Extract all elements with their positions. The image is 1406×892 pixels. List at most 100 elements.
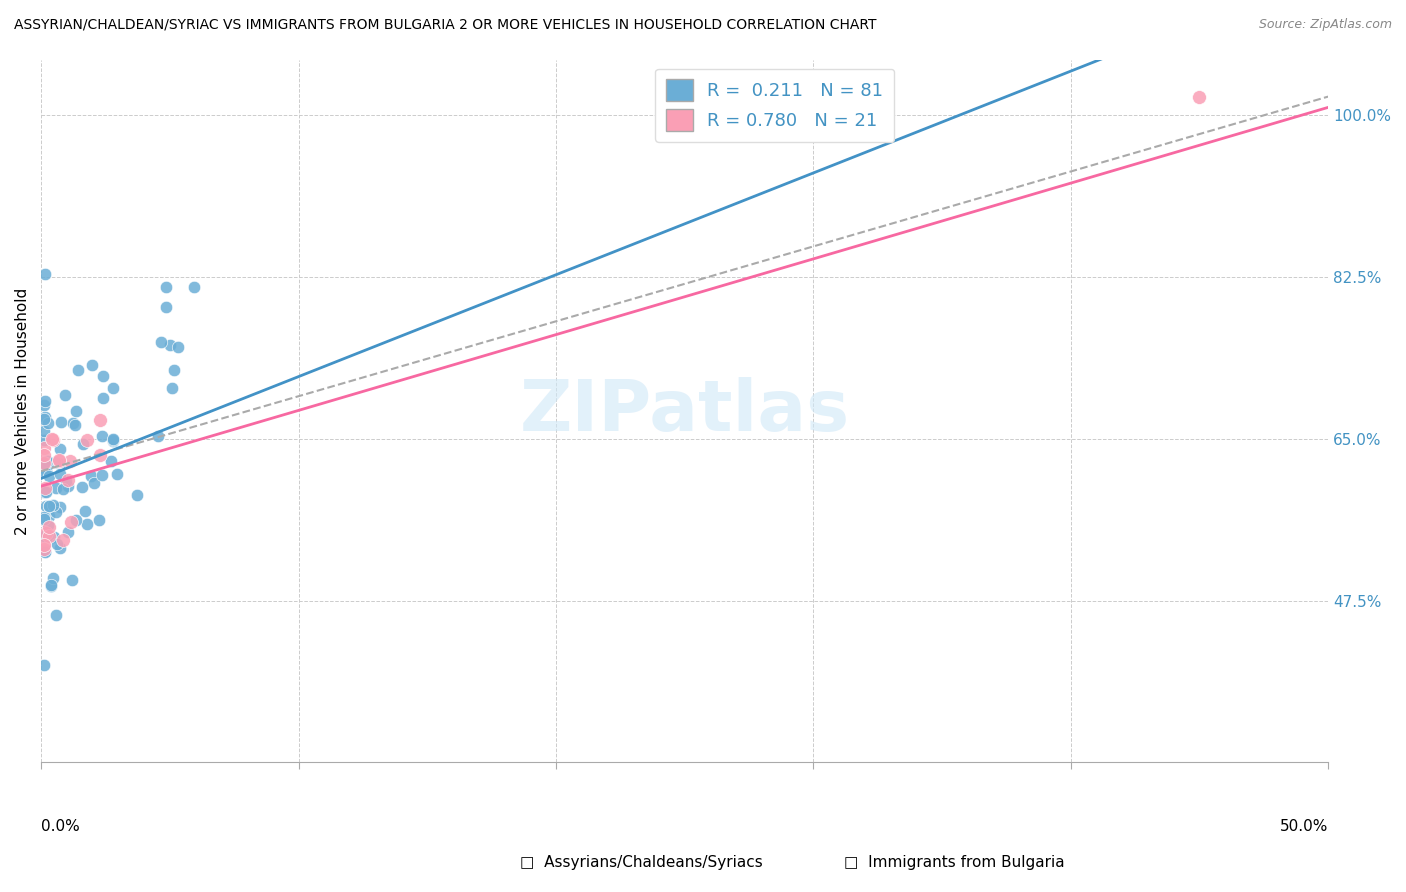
Point <box>65 513 87 527</box>
Y-axis label: 2 or more Vehicles in Household: 2 or more Vehicles in Household <box>15 287 30 534</box>
Point <box>32 529 55 543</box>
Point <box>32 398 55 412</box>
Point <box>101 434 124 448</box>
Point <box>35 463 58 477</box>
Point <box>44 455 66 469</box>
Point <box>38 468 60 483</box>
Point <box>42 498 65 512</box>
Point <box>42 433 65 447</box>
Point <box>91 429 114 443</box>
Point <box>34 545 56 559</box>
Point <box>76 433 98 447</box>
Point <box>53 387 76 401</box>
Point <box>58 454 80 468</box>
Point <box>89 413 111 427</box>
Point <box>162 363 184 377</box>
Point <box>155 280 177 294</box>
Point <box>60 515 83 529</box>
Point <box>83 475 105 490</box>
Point <box>146 429 169 443</box>
Point <box>38 508 60 523</box>
Point <box>91 368 114 383</box>
Point <box>37 416 59 430</box>
Point <box>45 481 67 495</box>
Point <box>49 457 72 471</box>
Point <box>32 441 55 455</box>
Point <box>35 499 58 513</box>
Point <box>56 524 79 539</box>
Point <box>159 337 181 351</box>
Point <box>34 544 56 558</box>
Point <box>52 533 75 548</box>
Point <box>45 505 67 519</box>
Point <box>46 537 69 551</box>
Point <box>63 418 86 433</box>
Point <box>34 394 56 409</box>
Point <box>41 433 63 447</box>
Point <box>32 424 55 438</box>
Point <box>32 448 55 462</box>
Point <box>48 442 70 456</box>
Point <box>32 456 55 470</box>
Point <box>32 512 55 526</box>
Point <box>49 541 72 555</box>
Text: □  Immigrants from Bulgaria: □ Immigrants from Bulgaria <box>844 855 1064 870</box>
Point <box>72 437 94 451</box>
Point <box>32 542 55 557</box>
Point <box>160 381 183 395</box>
Point <box>82 359 104 373</box>
Point <box>38 500 60 514</box>
Point <box>42 530 65 544</box>
Point <box>52 482 75 496</box>
Point <box>34 481 56 495</box>
Point <box>100 454 122 468</box>
Point <box>60 573 83 587</box>
Point <box>55 474 77 488</box>
Point <box>38 520 60 534</box>
Point <box>37 454 59 468</box>
Point <box>48 454 70 468</box>
Point <box>49 500 72 515</box>
Point <box>76 516 98 531</box>
Point <box>90 468 112 483</box>
Point <box>87 513 110 527</box>
Point <box>105 467 128 481</box>
Text: 0.0%: 0.0% <box>41 819 80 834</box>
Point <box>39 579 62 593</box>
Point <box>32 538 55 552</box>
Text: ZIPatlas: ZIPatlas <box>520 376 849 445</box>
Point <box>73 504 96 518</box>
Point <box>35 526 58 541</box>
Point <box>39 578 62 592</box>
Point <box>34 465 56 479</box>
Point <box>101 432 124 446</box>
Point <box>32 485 55 500</box>
Point <box>167 340 190 354</box>
Point <box>1188 89 1211 103</box>
Point <box>66 363 89 377</box>
Point <box>32 456 55 470</box>
Point <box>32 658 55 673</box>
Point <box>183 279 205 293</box>
Point <box>38 528 60 542</box>
Point <box>34 267 56 281</box>
Text: 50.0%: 50.0% <box>1279 819 1329 834</box>
Point <box>32 510 55 524</box>
Point <box>32 433 55 447</box>
Point <box>70 481 93 495</box>
Point <box>103 381 125 395</box>
Point <box>38 499 60 513</box>
Point <box>49 415 72 429</box>
Text: ASSYRIAN/CHALDEAN/SYRIAC VS IMMIGRANTS FROM BULGARIA 2 OR MORE VEHICLES IN HOUSE: ASSYRIAN/CHALDEAN/SYRIAC VS IMMIGRANTS F… <box>14 18 876 32</box>
Point <box>62 416 84 430</box>
Point <box>42 571 65 585</box>
Legend: R =  0.211   N = 81, R = 0.780   N = 21: R = 0.211 N = 81, R = 0.780 N = 21 <box>655 69 894 142</box>
Point <box>48 452 70 467</box>
Point <box>91 391 114 405</box>
Point <box>89 448 111 462</box>
Point <box>58 479 80 493</box>
Point <box>65 404 87 418</box>
Point <box>79 468 101 483</box>
Point <box>34 484 56 499</box>
Text: □  Assyrians/Chaldeans/Syriacs: □ Assyrians/Chaldeans/Syriacs <box>520 855 763 870</box>
